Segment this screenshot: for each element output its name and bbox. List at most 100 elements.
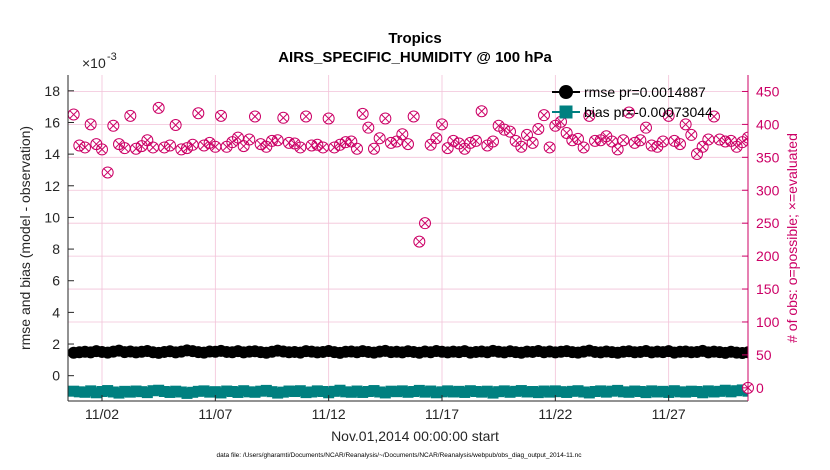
- obs-point-cross: [244, 134, 254, 145]
- obs-point-cross: [324, 113, 334, 124]
- obs-point: [368, 142, 380, 155]
- x-tick-label: 11/02: [85, 406, 119, 422]
- series-obs: [68, 101, 748, 248]
- bias-point: [425, 385, 437, 397]
- obs-point-cross: [210, 142, 220, 152]
- legend-bias-label: bias pr=-0.00073044: [584, 104, 713, 120]
- obs-point-circle: [464, 136, 477, 149]
- obs-point-circle: [407, 110, 420, 123]
- chart-title: Tropics: [388, 30, 441, 47]
- obs-point: [345, 135, 358, 148]
- bias-point: [544, 386, 556, 398]
- obs-point-circle: [271, 134, 284, 147]
- bias-point: [340, 386, 352, 398]
- obs-point-cross: [148, 142, 158, 152]
- obs-point: [640, 121, 652, 134]
- bias-point: [663, 386, 675, 398]
- obs-point-circle: [617, 134, 630, 147]
- obs-point-circle: [487, 135, 499, 148]
- bias-point: [589, 386, 601, 398]
- y-axis-right-label: # of obs: o=possible; ×=evaluated: [784, 133, 800, 343]
- obs-point: [130, 142, 142, 155]
- bias-point: [215, 387, 227, 399]
- bias-point: [442, 385, 454, 397]
- chart-subtitle: AIRS_SPECIFIC_HUMIDITY @ 100 hPa: [278, 49, 552, 66]
- obs-point: [543, 141, 556, 154]
- obs-point-cross: [188, 140, 198, 150]
- obs-point-circle: [311, 138, 324, 151]
- obs-point: [356, 107, 369, 120]
- obs-point: [419, 217, 431, 230]
- obs-point: [668, 134, 681, 147]
- bias-point: [226, 386, 238, 398]
- obs-point-cross: [375, 133, 385, 143]
- obs-point-cross: [222, 142, 232, 152]
- obs-point-cross: [635, 135, 645, 145]
- bias-point: [538, 385, 550, 397]
- obs-point-circle: [334, 138, 346, 151]
- legend-bias-marker: [559, 105, 573, 119]
- obs-point: [84, 118, 97, 131]
- bias-point: [317, 386, 329, 398]
- bias-point: [668, 385, 680, 397]
- bias-point: [328, 385, 340, 397]
- bias-point: [158, 386, 170, 398]
- obs-point-cross: [86, 119, 96, 129]
- bias-point: [323, 387, 335, 399]
- obs-point: [572, 132, 584, 145]
- bias-point: [147, 385, 159, 397]
- bias-point: [249, 386, 261, 398]
- bias-point: [561, 386, 573, 398]
- obs-point-cross: [182, 143, 192, 153]
- obs-point-circle: [300, 110, 312, 123]
- obs-point-cross: [290, 138, 300, 149]
- bias-point: [232, 386, 244, 398]
- y-right-tick-label: 200: [756, 248, 780, 264]
- obs-point: [708, 110, 720, 123]
- bias-point: [521, 386, 533, 398]
- bias-point: [402, 386, 414, 398]
- bias-point: [79, 386, 91, 398]
- y-left-tick-label: 0: [52, 368, 60, 384]
- bias-point: [379, 387, 391, 399]
- bias-point: [289, 386, 301, 398]
- obs-point: [691, 148, 703, 161]
- obs-point-circle: [645, 139, 658, 152]
- obs-point-cross: [437, 119, 447, 129]
- obs-point: [164, 139, 176, 152]
- obs-point: [396, 128, 409, 141]
- obs-point: [515, 140, 528, 153]
- obs-point-cross: [630, 138, 640, 148]
- bias-point: [181, 387, 193, 399]
- obs-point-circle: [164, 139, 176, 152]
- obs-point-circle: [543, 141, 556, 154]
- obs-point: [628, 136, 641, 149]
- bias-point: [107, 386, 119, 398]
- obs-point-cross: [120, 143, 130, 153]
- obs-point: [538, 109, 550, 122]
- obs-point-circle: [351, 142, 363, 155]
- bias-point: [657, 385, 669, 397]
- y-right-tick-label: 300: [756, 182, 780, 198]
- x-axis-label: Nov.01,2014 00:00:00 start: [331, 428, 499, 444]
- y-right-tick-label: 450: [756, 83, 780, 99]
- obs-point: [169, 119, 182, 132]
- obs-point-circle: [447, 134, 460, 147]
- bias-point: [192, 385, 204, 397]
- obs-point: [487, 135, 499, 148]
- obs-point-cross: [91, 139, 101, 149]
- obs-point-circle: [130, 142, 142, 155]
- bias-point: [640, 387, 652, 399]
- bias-point: [651, 386, 663, 398]
- obs-point-circle: [515, 140, 528, 153]
- obs-point-circle: [368, 142, 380, 155]
- obs-point-circle: [79, 141, 91, 154]
- bias-point: [708, 386, 720, 398]
- legend: rmse pr=0.0014887 bias pr=-0.00073044: [552, 84, 713, 120]
- obs-point-cross: [550, 121, 560, 131]
- obs-point-cross: [505, 127, 515, 137]
- y-left-tick-label: 16: [44, 114, 60, 130]
- obs-point-cross: [726, 136, 736, 146]
- obs-point-cross: [97, 144, 107, 154]
- obs-point-circle: [708, 110, 720, 123]
